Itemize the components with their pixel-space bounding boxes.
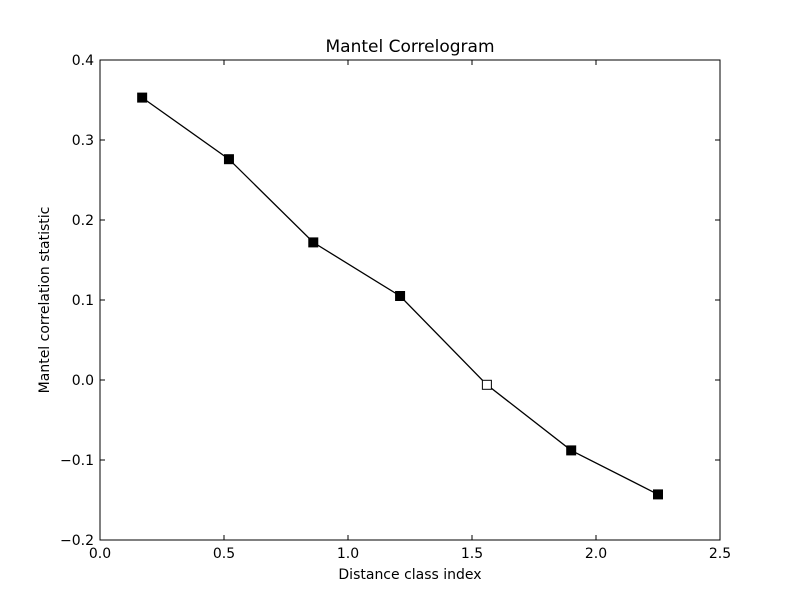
data-point-marker <box>395 291 406 301</box>
tick-labels: 0.0 0.5 1.0 1.5 2.0 2.5 −0.2 −0.1 0.0 0.1 0.2 0.3 0.… <box>60 53 731 562</box>
plot-area <box>100 60 720 540</box>
x-axis-label: Distance class index <box>338 567 481 583</box>
y-tick-label: 0.1 <box>72 293 94 309</box>
data-point-marker <box>308 237 319 248</box>
y-tick-label: 0.4 <box>72 53 94 69</box>
x-tick-label: 1.5 <box>461 546 483 562</box>
plot-frame <box>99 59 721 541</box>
data-point-marker <box>653 489 663 500</box>
x-tick-label: 1.0 <box>337 546 359 562</box>
y-tick-label: −0.1 <box>60 453 94 469</box>
data-point-marker <box>566 445 577 456</box>
x-tick-label: 2.5 <box>709 546 731 562</box>
y-tick-label: 0.0 <box>72 373 94 389</box>
y-tick-label: 0.2 <box>72 213 94 229</box>
chart-title: Mantel Correlogram <box>325 37 494 57</box>
y-tick-label: −0.2 <box>60 533 94 549</box>
y-axis-label: Mantel correlation statistic <box>37 207 53 394</box>
data-point-marker <box>223 154 234 165</box>
series-markers <box>137 92 663 500</box>
data-point-marker <box>137 92 148 103</box>
x-tick-label: 0.5 <box>213 546 235 562</box>
x-tick-label: 2.0 <box>585 546 607 562</box>
data-point-marker-open <box>481 379 492 390</box>
x-tick-label: 0.0 <box>89 546 111 562</box>
y-tick-label: 0.3 <box>72 133 94 149</box>
